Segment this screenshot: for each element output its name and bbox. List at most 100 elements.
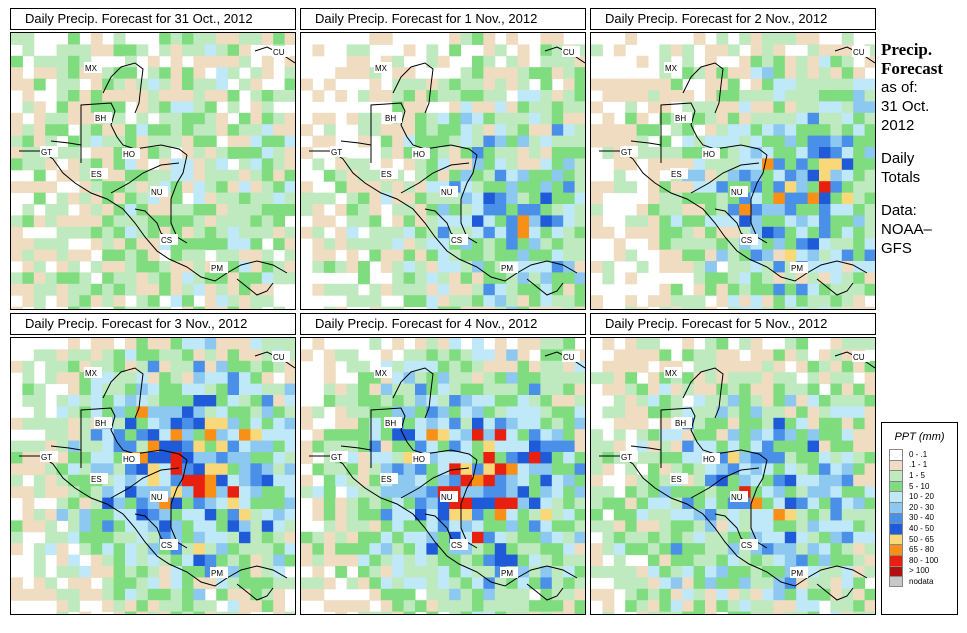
precip-map-svg: MX CU BH GT HO ES NU CS PM: [301, 33, 585, 309]
legend-label: nodata: [909, 576, 934, 586]
country-label-nu: NU: [731, 188, 743, 197]
panel-title: Daily Precip. Forecast for 2 Nov., 2012: [590, 8, 876, 30]
country-label-pm: PM: [501, 569, 513, 578]
country-label-es: ES: [91, 475, 102, 484]
legend-item: 40 - 50: [889, 523, 957, 534]
country-label-nu: NU: [441, 493, 453, 502]
precip-map: MX CU BH GT HO ES NU CS PM: [10, 32, 296, 310]
legend-swatch: [889, 523, 903, 534]
legend-label: .1 - 1: [909, 460, 928, 470]
legend-swatch: [889, 449, 903, 460]
legend-swatch: [889, 480, 903, 492]
precip-map-svg: MX CU BH GT HO ES NU CS PM: [301, 338, 585, 614]
legend-swatch: [889, 533, 903, 545]
legend-swatch: [889, 470, 903, 481]
legend-label: 80 - 100: [909, 555, 939, 565]
country-label-cs: CS: [451, 236, 462, 245]
country-label-nu: NU: [151, 493, 163, 502]
country-label-ho: HO: [123, 455, 135, 464]
legend-item: nodata: [889, 576, 957, 587]
country-label-cu: CU: [563, 48, 575, 57]
country-label-es: ES: [381, 170, 392, 179]
country-label-ho: HO: [703, 455, 715, 464]
as-of-date-line2: 2012: [881, 117, 915, 134]
legend-item: 20 - 30: [889, 501, 957, 513]
data-source-line2: GFS: [881, 240, 912, 257]
precip-map: MX CU BH GT HO ES NU CS PM: [590, 337, 876, 615]
country-label-bh: BH: [385, 114, 396, 123]
forecast-panel-6: Daily Precip. Forecast for 5 Nov., 2012 …: [590, 313, 876, 615]
panel-title: Daily Precip. Forecast for 1 Nov., 2012: [300, 8, 586, 30]
legend-item: 1 - 5: [889, 470, 957, 481]
country-label-cu: CU: [853, 353, 865, 362]
forecast-panel-3: Daily Precip. Forecast for 2 Nov., 2012 …: [590, 8, 876, 310]
country-label-bh: BH: [385, 419, 396, 428]
daily-label: Daily: [881, 150, 915, 167]
forecast-panel-4: Daily Precip. Forecast for 3 Nov., 2012 …: [10, 313, 296, 615]
country-label-bh: BH: [675, 114, 686, 123]
country-label-gt: GT: [621, 453, 632, 462]
country-label-gt: GT: [331, 148, 342, 157]
country-label-cs: CS: [741, 541, 752, 550]
legend-swatch: [889, 576, 903, 587]
legend-label: 50 - 65: [909, 534, 934, 544]
country-label-cs: CS: [741, 236, 752, 245]
country-label-pm: PM: [501, 264, 513, 273]
legend-label: 20 - 30: [909, 502, 934, 512]
country-label-nu: NU: [731, 493, 743, 502]
legend-label: 1 - 5: [909, 470, 926, 480]
legend-swatch: [889, 459, 903, 471]
legend-swatch: [889, 544, 903, 555]
legend-swatch: [889, 554, 903, 566]
legend-label: 40 - 50: [909, 523, 934, 533]
panel-title: Daily Precip. Forecast for 4 Nov., 2012: [300, 313, 586, 335]
country-label-pm: PM: [211, 264, 223, 273]
country-label-ho: HO: [413, 150, 425, 159]
legend-label: 30 - 40: [909, 513, 934, 523]
legend-label: 65 - 80: [909, 545, 934, 555]
legend-swatch: [889, 565, 903, 577]
legend-item: 80 - 100: [889, 554, 957, 566]
legend-item: .1 - 1: [889, 459, 957, 471]
panel-title: Daily Precip. Forecast for 5 Nov., 2012: [590, 313, 876, 335]
legend-swatch: [889, 491, 903, 502]
precip-map-svg: MX CU BH GT HO ES NU CS PM: [591, 33, 875, 309]
as-of-date-line1: 31 Oct.: [881, 98, 930, 115]
legend-swatch: [889, 512, 903, 524]
legend-label: 10 - 20: [909, 492, 934, 502]
data-label: Data:: [881, 202, 917, 219]
country-label-ho: HO: [413, 455, 425, 464]
forecast-panel-5: Daily Precip. Forecast for 4 Nov., 2012 …: [300, 313, 586, 615]
precip-map-svg: MX CU BH GT HO ES NU CS PM: [11, 33, 295, 309]
country-label-cu: CU: [273, 353, 285, 362]
country-label-cs: CS: [451, 541, 462, 550]
country-label-mx: MX: [665, 64, 678, 73]
country-label-gt: GT: [41, 453, 52, 462]
legend-item: 50 - 65: [889, 533, 957, 545]
legend-label: 0 - .1: [909, 449, 928, 459]
data-source-line1: NOAA–: [881, 221, 932, 238]
country-label-pm: PM: [211, 569, 223, 578]
country-label-mx: MX: [665, 369, 678, 378]
country-label-nu: NU: [151, 188, 163, 197]
precip-map-svg: MX CU BH GT HO ES NU CS PM: [11, 338, 295, 614]
side-title-line1: Precip.: [881, 40, 933, 59]
country-label-cs: CS: [161, 236, 172, 245]
legend-label: > 100: [909, 566, 930, 576]
legend-item: 30 - 40: [889, 512, 957, 524]
legend-item: 65 - 80: [889, 544, 957, 555]
legend-item: 10 - 20: [889, 491, 957, 502]
country-label-gt: GT: [621, 148, 632, 157]
precip-map-svg: MX CU BH GT HO ES NU CS PM: [591, 338, 875, 614]
side-title-line2: Forecast: [881, 59, 943, 78]
legend-item: 5 - 10: [889, 480, 957, 492]
forecast-panel-1: Daily Precip. Forecast for 31 Oct., 2012…: [10, 8, 296, 310]
legend-title: PPT (mm): [894, 431, 945, 443]
country-label-cu: CU: [853, 48, 865, 57]
side-info: Precip. Forecast as of: 31 Oct. 2012 Dai…: [881, 40, 965, 258]
country-label-mx: MX: [375, 64, 388, 73]
panel-title: Daily Precip. Forecast for 3 Nov., 2012: [10, 313, 296, 335]
country-label-ho: HO: [123, 150, 135, 159]
country-label-pm: PM: [791, 264, 803, 273]
